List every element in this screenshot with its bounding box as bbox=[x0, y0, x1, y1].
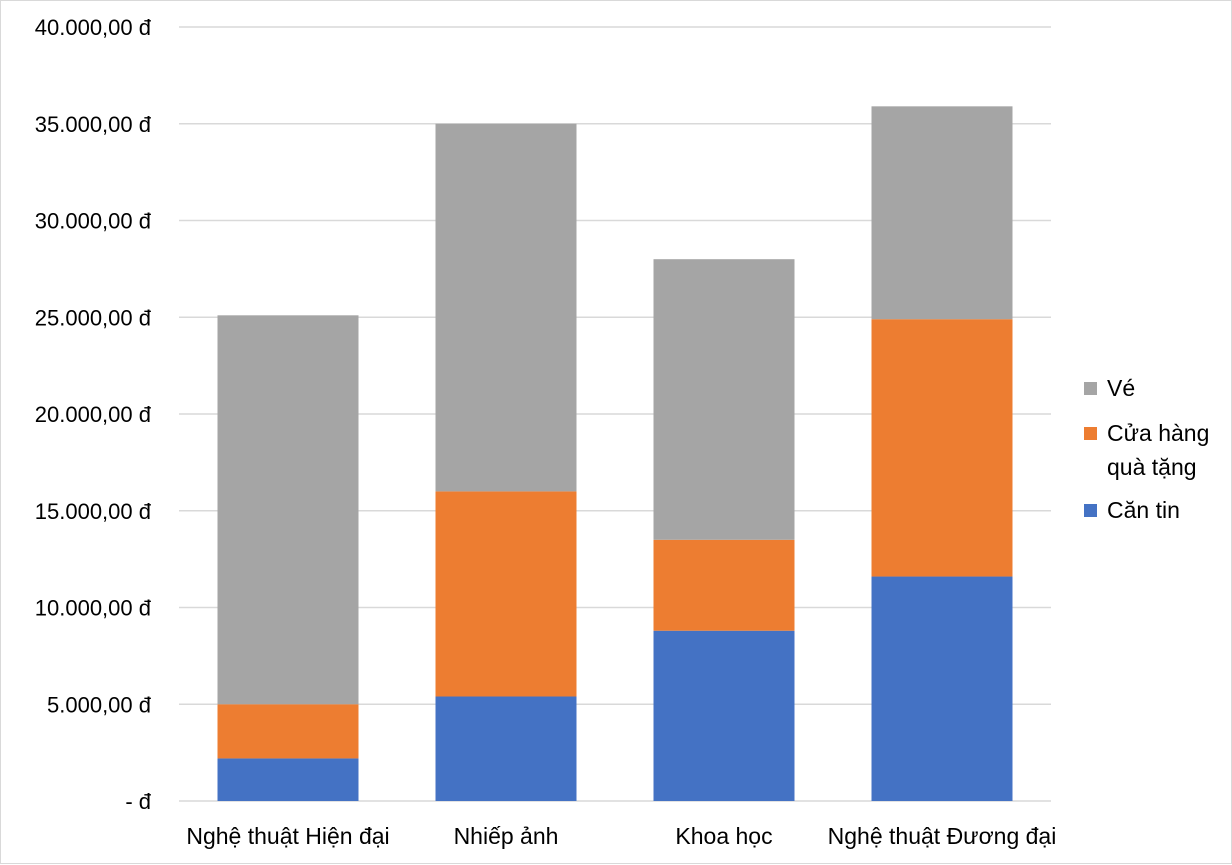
x-category-label: Nghệ thuật Hiện đại bbox=[186, 823, 389, 849]
x-category-label: Nhiếp ảnh bbox=[454, 823, 559, 849]
legend-label: quà tặng bbox=[1107, 454, 1197, 480]
bar-segment bbox=[871, 106, 1013, 320]
legend-label: Vé bbox=[1107, 375, 1135, 401]
legend-swatch bbox=[1084, 382, 1097, 395]
legend: Vé Cửa hàng quà tặng Căn tin bbox=[1084, 375, 1209, 523]
bar-segment bbox=[435, 123, 577, 492]
legend-swatch bbox=[1084, 427, 1097, 440]
legend-label: Cửa hàng bbox=[1107, 420, 1209, 446]
y-tick-label: 20.000,00 đ bbox=[35, 402, 152, 427]
y-tick-label: 30.000,00 đ bbox=[35, 209, 152, 234]
x-category-label: Nghệ thuật Đương đại bbox=[828, 823, 1057, 849]
y-tick-label: 5.000,00 đ bbox=[47, 692, 152, 717]
x-category-label: Khoa học bbox=[675, 823, 772, 849]
y-tick-label: 15.000,00 đ bbox=[35, 499, 152, 524]
bar-segment bbox=[217, 758, 359, 801]
bar-segment bbox=[435, 491, 577, 697]
legend-label: Căn tin bbox=[1107, 497, 1180, 523]
y-tick-label: 40.000,00 đ bbox=[35, 15, 152, 40]
bar-segment bbox=[653, 630, 795, 801]
y-tick-label: 35.000,00 đ bbox=[35, 112, 152, 137]
bar-segment bbox=[871, 319, 1013, 577]
legend-swatch bbox=[1084, 504, 1097, 517]
bar-segment bbox=[653, 259, 795, 540]
bar-segment bbox=[217, 704, 359, 759]
bar-segment bbox=[435, 696, 577, 801]
y-tick-label: 10.000,00 đ bbox=[35, 596, 152, 621]
bar-segment bbox=[871, 576, 1013, 801]
bar-segment bbox=[217, 315, 359, 705]
y-tick-label: 25.000,00 đ bbox=[35, 305, 152, 330]
bars bbox=[217, 106, 1013, 801]
y-axis-tick-labels: - đ 5.000,00 đ 10.000,00 đ 15.000,00 đ 20.00… bbox=[35, 15, 152, 814]
x-axis-category-labels: Nghệ thuật Hiện đại Nhiếp ảnh Khoa học Nghệ… bbox=[186, 823, 1056, 849]
y-tick-label: - đ bbox=[125, 789, 151, 814]
bar-segment bbox=[653, 539, 795, 631]
